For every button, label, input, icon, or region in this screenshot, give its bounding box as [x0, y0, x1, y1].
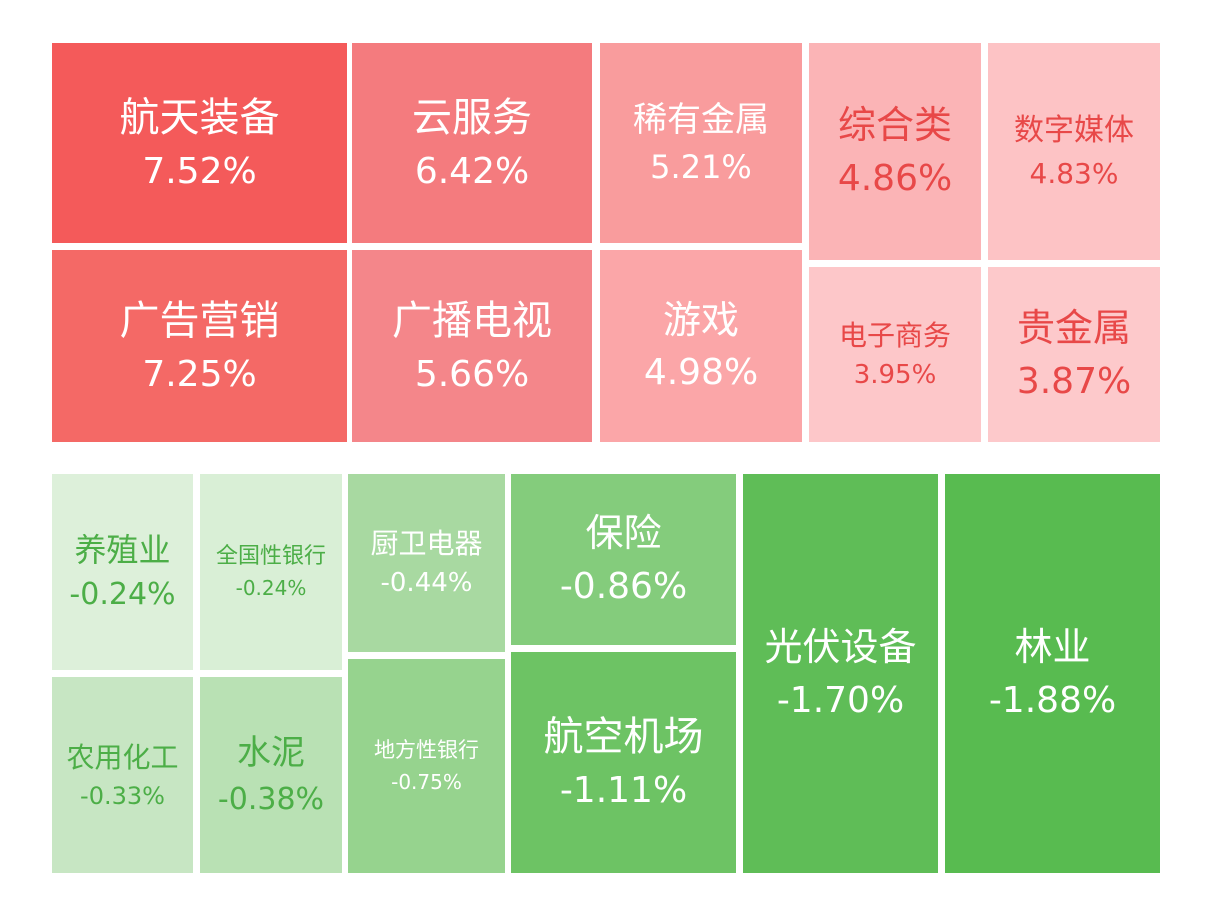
sector-change: -0.33% [80, 781, 165, 810]
sector-name: 广播电视 [392, 297, 552, 344]
sector-change: -1.88% [988, 679, 1117, 721]
sector-name: 贵金属 [1016, 306, 1131, 351]
sector-tile[interactable]: 综合类 4.86% [809, 43, 981, 260]
sector-name: 光伏设备 [764, 625, 917, 670]
sector-tile[interactable]: 光伏设备 -1.70% [743, 474, 938, 873]
sector-name: 航天装备 [119, 94, 280, 141]
sector-change: -1.11% [559, 770, 688, 811]
sector-name: 广告营销 [119, 297, 280, 344]
sector-name: 数字媒体 [1014, 113, 1134, 149]
sector-change: 6.42% [414, 150, 530, 192]
sector-change: 3.87% [1016, 360, 1132, 402]
sector-tile[interactable]: 电子商务 3.95% [809, 267, 981, 442]
sector-change: 3.95% [853, 359, 937, 390]
sector-name: 云服务 [412, 94, 532, 141]
sector-tile[interactable]: 地方性银行 -0.75% [348, 659, 505, 873]
sector-change: 7.25% [142, 353, 257, 395]
sector-name: 电子商务 [838, 318, 951, 352]
sector-change: 7.52% [142, 150, 257, 192]
sector-tile[interactable]: 水泥 -0.38% [200, 677, 342, 873]
sector-name: 农用化工 [66, 740, 179, 774]
sector-tile[interactable]: 云服务 6.42% [352, 43, 592, 243]
sector-tile[interactable]: 养殖业 -0.24% [52, 474, 193, 670]
sector-name: 水泥 [237, 733, 305, 773]
sector-name: 全国性银行 [215, 543, 326, 569]
sector-change: -0.44% [380, 568, 473, 599]
sector-tile[interactable]: 数字媒体 4.83% [988, 43, 1160, 260]
sector-change: -0.75% [391, 769, 462, 794]
sector-tile[interactable]: 游戏 4.98% [600, 250, 802, 442]
sector-tile[interactable]: 全国性银行 -0.24% [200, 474, 342, 670]
sector-name: 养殖业 [74, 531, 171, 570]
sector-name: 稀有金属 [633, 99, 769, 140]
sector-name: 厨卫电器 [370, 527, 483, 561]
sector-tile[interactable]: 厨卫电器 -0.44% [348, 474, 505, 652]
sector-change: -0.24% [69, 577, 176, 613]
sector-name: 游戏 [662, 297, 739, 342]
sector-change: -1.70% [776, 679, 905, 721]
sector-change: -0.86% [559, 565, 688, 607]
sector-name: 航空机场 [543, 714, 704, 760]
sector-tile[interactable]: 航空机场 -1.11% [511, 652, 736, 873]
sector-name: 综合类 [837, 103, 952, 148]
sector-tile[interactable]: 林业 -1.88% [945, 474, 1160, 873]
sector-change: 4.86% [837, 157, 953, 199]
sector-change: -0.38% [217, 781, 325, 817]
sector-tile[interactable]: 稀有金属 5.21% [600, 43, 802, 243]
sector-change: 4.98% [643, 352, 759, 394]
sector-change: 5.21% [650, 148, 752, 187]
sector-tile[interactable]: 贵金属 3.87% [988, 267, 1160, 442]
sector-change: -0.24% [235, 576, 307, 601]
sector-tile[interactable]: 航天装备 7.52% [52, 43, 347, 243]
sector-name: 林业 [1014, 625, 1091, 670]
sector-change: 5.66% [414, 353, 530, 395]
sector-tile[interactable]: 保险 -0.86% [511, 474, 736, 645]
sector-name: 保险 [585, 511, 662, 556]
sector-tile[interactable]: 广告营销 7.25% [52, 250, 347, 442]
sector-name: 地方性银行 [374, 738, 479, 763]
sector-change: 4.83% [1029, 156, 1119, 190]
sector-tile[interactable]: 农用化工 -0.33% [52, 677, 193, 873]
sector-tile[interactable]: 广播电视 5.66% [352, 250, 592, 442]
